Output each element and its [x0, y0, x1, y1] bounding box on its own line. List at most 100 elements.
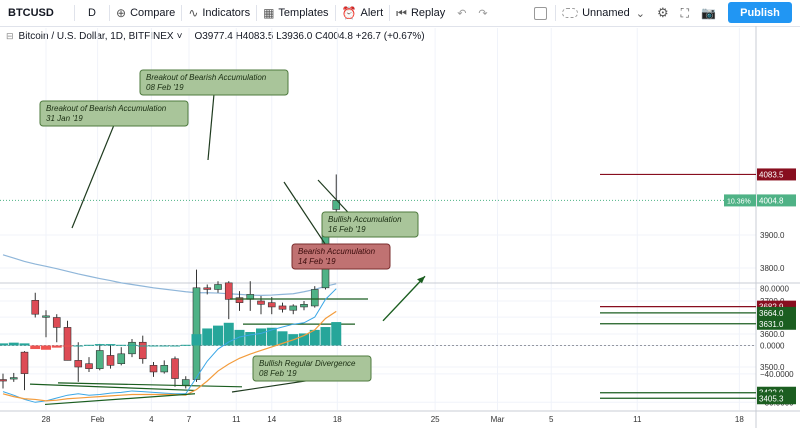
- callout-box: [139, 69, 289, 96]
- price-tick-label: 3900.0: [760, 231, 785, 240]
- histogram-bar: [127, 344, 137, 346]
- divider: [555, 5, 557, 21]
- templates-icon: ▦: [263, 6, 275, 20]
- price-axis: 3500.03600.03700.03800.03900.080.000040.…: [724, 168, 796, 407]
- callout-title: Bullish Regular Divergence: [259, 359, 356, 368]
- histogram-bar: [170, 345, 180, 347]
- histogram-bar: [309, 329, 320, 346]
- histogram-bar: [116, 344, 127, 346]
- arrow-head: [417, 276, 425, 284]
- price-tag: [757, 194, 796, 207]
- candle-body: [106, 355, 115, 366]
- time-tick-label: 11: [633, 415, 642, 424]
- plus-circle-icon: ⊕: [116, 6, 127, 20]
- callout-date: 08 Feb '19: [259, 369, 297, 378]
- fullscreen-button[interactable]: ⛶: [675, 0, 695, 26]
- histogram-bar: [137, 345, 148, 347]
- legend-box-icon[interactable]: ⊟: [6, 31, 14, 41]
- histogram-bar: [73, 345, 84, 347]
- oscillator-fast-line: [2, 288, 337, 403]
- candle-body: [310, 289, 319, 307]
- settings-button[interactable]: ⚙: [651, 0, 675, 26]
- indicators-button[interactable]: ∿ Indicators: [182, 0, 256, 26]
- candle-body: [160, 365, 169, 373]
- symbol-search[interactable]: BTCUSD: [8, 7, 54, 19]
- candle-body: [267, 302, 276, 308]
- candle-body: [300, 303, 308, 308]
- histogram-bar: [105, 344, 116, 346]
- undo-button[interactable]: ↶: [451, 0, 472, 26]
- candle-body: [31, 300, 40, 315]
- replay-label: Replay: [410, 7, 446, 19]
- layout-name-button[interactable]: Unnamed ⌄: [556, 0, 651, 26]
- callout-pointer: [71, 124, 115, 229]
- checkbox-icon[interactable]: [534, 6, 548, 20]
- cloud-icon: [562, 8, 579, 18]
- candle-body: [52, 317, 61, 328]
- price-level-lines: [600, 173, 756, 399]
- histogram-bar: [159, 345, 170, 347]
- oscillator-tick-label: 0.0000: [760, 342, 785, 351]
- oscillator-tick-label: −40.0000: [760, 370, 794, 379]
- publish-button[interactable]: Publish: [728, 2, 792, 23]
- legend-chevron-icon[interactable]: ˅: [176, 31, 183, 42]
- candle-body: [149, 365, 158, 373]
- compare-button[interactable]: ⊕ Compare: [110, 0, 181, 26]
- indicators-label: Indicators: [202, 7, 251, 19]
- histogram-bar: [51, 345, 62, 348]
- candle-body: [85, 363, 93, 369]
- time-tick-label: 14: [267, 415, 276, 424]
- support-trendline: [29, 383, 196, 392]
- candle-body: [203, 287, 212, 290]
- chevron-down-icon: ⌄: [635, 7, 645, 20]
- histogram-bar: [62, 345, 73, 347]
- templates-button[interactable]: ▦ Templates: [257, 0, 334, 26]
- candle-body: [289, 305, 298, 311]
- time-tick-label: 7: [187, 415, 192, 424]
- callout-date: 08 Feb '19: [146, 83, 184, 92]
- divider: [74, 5, 75, 21]
- candle-body: [9, 377, 18, 380]
- accumulation-line: [57, 382, 243, 388]
- callout-title: Bullish Accumulation: [328, 215, 402, 224]
- time-tick-label: 28: [42, 415, 51, 424]
- templates-label: Templates: [278, 7, 329, 19]
- callout-title: Breakout of Bearish Accumulation: [146, 73, 267, 82]
- percent-tag: [724, 194, 756, 207]
- histogram-bar: [320, 327, 331, 346]
- chart-legend: ⊟ Bitcoin / U.S. Dollar, 1D, BITFINEX ˅ …: [6, 31, 428, 42]
- candle-body: [95, 350, 104, 369]
- price-tick-label: 3800.0: [760, 264, 785, 273]
- histogram-bar: [299, 333, 309, 346]
- price-tag-label: 3664.0: [759, 309, 784, 318]
- candle-body: [171, 358, 179, 379]
- candle-body: [63, 327, 72, 361]
- histogram-bar: [256, 328, 266, 346]
- candle-body: [128, 341, 136, 355]
- candle-body: [74, 360, 83, 368]
- candle-body: [138, 341, 147, 360]
- callout-date: 14 Feb '19: [298, 257, 336, 266]
- replay-button[interactable]: ⏮ Replay: [390, 0, 451, 26]
- divider: [389, 5, 391, 21]
- snapshot-button[interactable]: 📷: [695, 0, 722, 26]
- price-tag: [757, 392, 796, 405]
- redo-button[interactable]: ↷: [472, 0, 493, 26]
- alert-button[interactable]: ⏰ Alert: [336, 0, 390, 26]
- histogram-bar: [180, 344, 191, 346]
- price-tag: [757, 306, 796, 319]
- gear-icon: ⚙: [656, 5, 669, 20]
- callout-box: [39, 100, 189, 127]
- price-tick-label: 3600.0: [760, 330, 785, 339]
- interval-selector[interactable]: D: [88, 7, 96, 19]
- divider: [181, 5, 183, 21]
- time-tick-label: 18: [735, 415, 744, 424]
- candle-body: [117, 353, 126, 364]
- divider: [334, 5, 336, 21]
- top-toolbar: BTCUSD D ⊕ Compare ∿ Indicators ▦ Templates…: [0, 0, 800, 27]
- histogram-bar: [245, 332, 256, 346]
